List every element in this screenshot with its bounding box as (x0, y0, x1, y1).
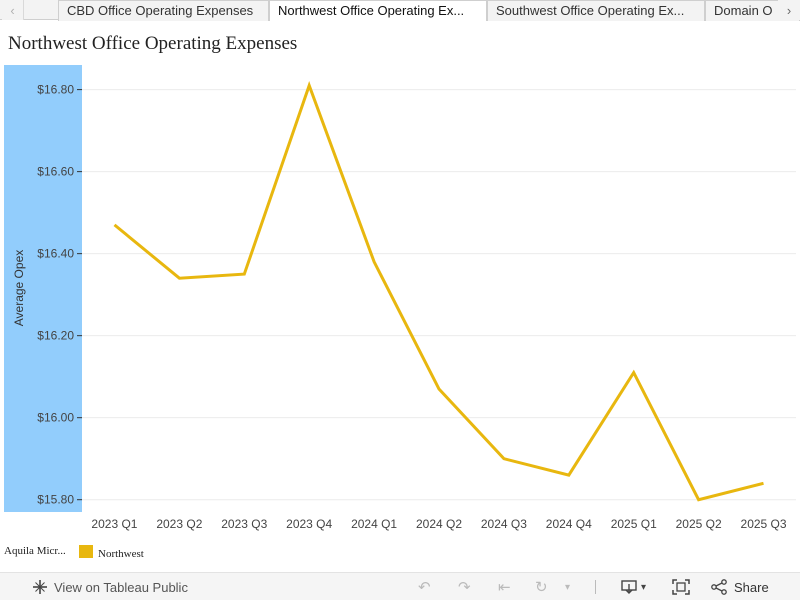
download-icon (621, 580, 637, 594)
data-point[interactable] (500, 455, 508, 463)
x-tick-label: 2025 Q3 (741, 517, 787, 531)
share-button[interactable]: Share (710, 573, 769, 600)
data-point[interactable] (760, 479, 768, 487)
y-tick-label: $16.40 (37, 247, 74, 261)
legend-field-name: Aquila Micr... (4, 545, 66, 557)
bottom-toolbar: View on Tableau Public ↶ ↷ ⇤ ↻ ▾ ▾ S (0, 572, 800, 600)
fullscreen-button[interactable] (672, 573, 690, 600)
data-point[interactable] (175, 274, 183, 282)
toolbar-divider (595, 580, 596, 594)
view-on-tableau-public-button[interactable]: View on Tableau Public (32, 573, 188, 600)
x-axis-ticks: 2023 Q1 2023 Q2 2023 Q3 2023 Q4 2024 Q1 2024 … (91, 517, 786, 531)
download-chevron-down-icon: ▾ (641, 581, 647, 593)
data-point[interactable] (370, 258, 378, 266)
data-point[interactable] (110, 221, 118, 229)
y-axis-band (4, 65, 82, 512)
refresh-icon[interactable]: ↻ (535, 579, 548, 596)
data-point[interactable] (630, 369, 638, 377)
data-point[interactable] (240, 270, 248, 278)
y-tick-label: $16.80 (37, 83, 74, 97)
legend-swatch-northwest[interactable] (79, 544, 93, 558)
tableau-logo-icon (33, 580, 47, 594)
x-tick-label: 2024 Q2 (416, 517, 462, 531)
sheet-tab-strip: ‹ CBD Office Operating Expenses Northwes… (0, 0, 800, 21)
y-axis-ticks: $15.80 $16.00 $16.20 $16.40 $16.60 $16.80 (37, 83, 82, 507)
series-lines (110, 81, 768, 504)
undo-icon[interactable]: ↶ (418, 579, 431, 596)
y-tick-label: $15.80 (37, 493, 74, 507)
y-tick-label: $16.00 (37, 411, 74, 425)
legend: Aquila Micr... Northwest (4, 542, 144, 560)
data-point[interactable] (695, 496, 703, 504)
share-label: Share (734, 579, 769, 595)
tab-domain-office[interactable]: Domain O (705, 0, 800, 21)
refresh-dropdown-chevron-down-icon[interactable]: ▾ (565, 581, 571, 593)
x-tick-label: 2023 Q3 (221, 517, 267, 531)
legend-label-northwest[interactable]: Northwest (98, 548, 144, 560)
y-tick-label: $16.60 (37, 165, 74, 179)
x-tick-label: 2024 Q4 (546, 517, 592, 531)
revert-icon[interactable]: ⇤ (498, 579, 511, 596)
tab-scroll-left-icon[interactable]: ‹ (2, 0, 24, 20)
fullscreen-icon (672, 579, 690, 595)
gridlines (82, 89, 796, 501)
share-icon (711, 579, 727, 595)
x-tick-label: 2025 Q1 (611, 517, 657, 531)
tab-scroll-right-icon[interactable]: › (778, 0, 800, 20)
tab-southwest-office-operating-expenses[interactable]: Southwest Office Operating Ex... (487, 0, 705, 21)
page-title: Northwest Office Operating Expenses (8, 33, 298, 54)
series-line-northwest[interactable] (113, 81, 764, 502)
data-point[interactable] (435, 385, 443, 393)
x-tick-label: 2025 Q2 (676, 517, 722, 531)
data-point[interactable] (565, 471, 573, 479)
x-tick-label: 2024 Q3 (481, 517, 527, 531)
view-on-tableau-public-label: View on Tableau Public (54, 579, 188, 595)
tab-northwest-office-operating-expenses[interactable]: Northwest Office Operating Ex... (269, 0, 487, 21)
download-button[interactable]: ▾ (621, 573, 646, 600)
line-chart: $15.80 $16.00 $16.20 $16.40 $16.60 $16.80 202… (37, 81, 796, 531)
x-tick-label: 2023 Q2 (156, 517, 202, 531)
tab-cbd-office-operating-expenses[interactable]: CBD Office Operating Expenses (58, 0, 269, 21)
x-tick-label: 2023 Q4 (286, 517, 332, 531)
redo-icon[interactable]: ↷ (458, 579, 471, 596)
y-tick-label: $16.20 (37, 329, 74, 343)
data-point[interactable] (305, 82, 313, 90)
x-tick-label: 2023 Q1 (91, 517, 137, 531)
x-tick-label: 2024 Q1 (351, 517, 397, 531)
